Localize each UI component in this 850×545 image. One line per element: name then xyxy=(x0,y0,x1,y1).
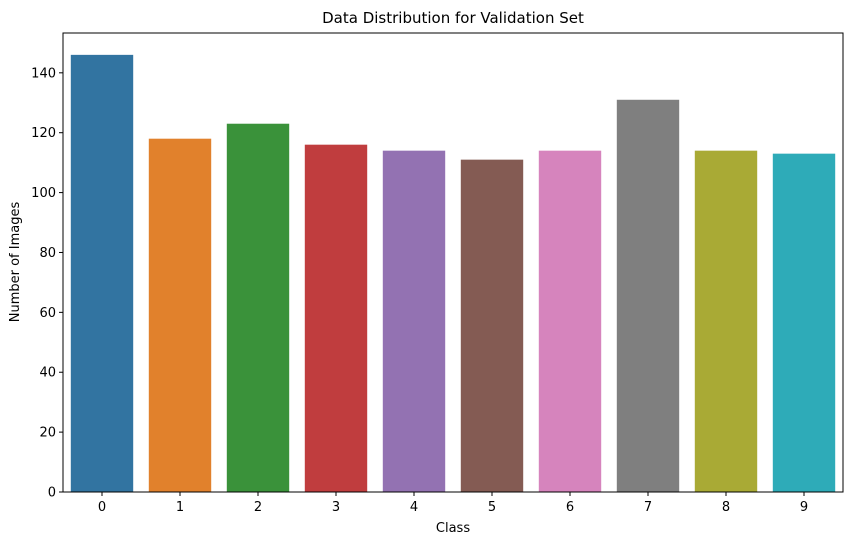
y-tick-label: 0 xyxy=(48,486,56,501)
y-axis-title: Number of Images xyxy=(8,202,23,323)
y-tick-label: 100 xyxy=(31,186,56,201)
bar-class-0 xyxy=(70,54,134,492)
x-tick-label: 3 xyxy=(332,500,340,515)
y-tick-label: 80 xyxy=(39,246,56,261)
y-tick-label: 60 xyxy=(39,306,56,321)
x-axis-title: Class xyxy=(436,521,470,536)
bar-class-9 xyxy=(772,153,836,493)
bar-class-2 xyxy=(226,123,290,493)
x-tick-label: 4 xyxy=(410,500,418,515)
bar-class-7 xyxy=(616,99,680,493)
plot-frame xyxy=(62,32,844,493)
bar-class-4 xyxy=(382,150,446,492)
x-tick-label: 0 xyxy=(98,500,106,515)
bar-class-5 xyxy=(460,159,524,492)
y-tick-label: 120 xyxy=(31,126,56,141)
x-tick-label: 7 xyxy=(644,500,652,515)
bar-class-3 xyxy=(304,144,368,492)
bar-class-6 xyxy=(538,150,602,492)
x-tick-label: 2 xyxy=(254,500,262,515)
x-axis: 0 1 2 3 4 5 6 7 8 9 xyxy=(98,492,808,515)
y-tick-label: 40 xyxy=(39,366,56,381)
chart-title: Data Distribution for Validation Set xyxy=(322,9,584,27)
x-tick-label: 8 xyxy=(722,500,730,515)
x-tick-label: 5 xyxy=(488,500,496,515)
y-tick-label: 140 xyxy=(31,66,56,81)
y-tick-label: 20 xyxy=(39,426,56,441)
bar-class-1 xyxy=(148,138,212,493)
bar-class-8 xyxy=(694,150,758,492)
bars-group xyxy=(70,54,836,493)
x-tick-label: 6 xyxy=(566,500,574,515)
x-tick-label: 9 xyxy=(800,500,808,515)
x-tick-label: 1 xyxy=(176,500,184,515)
y-axis: 0 20 40 60 80 100 120 140 xyxy=(31,66,63,501)
